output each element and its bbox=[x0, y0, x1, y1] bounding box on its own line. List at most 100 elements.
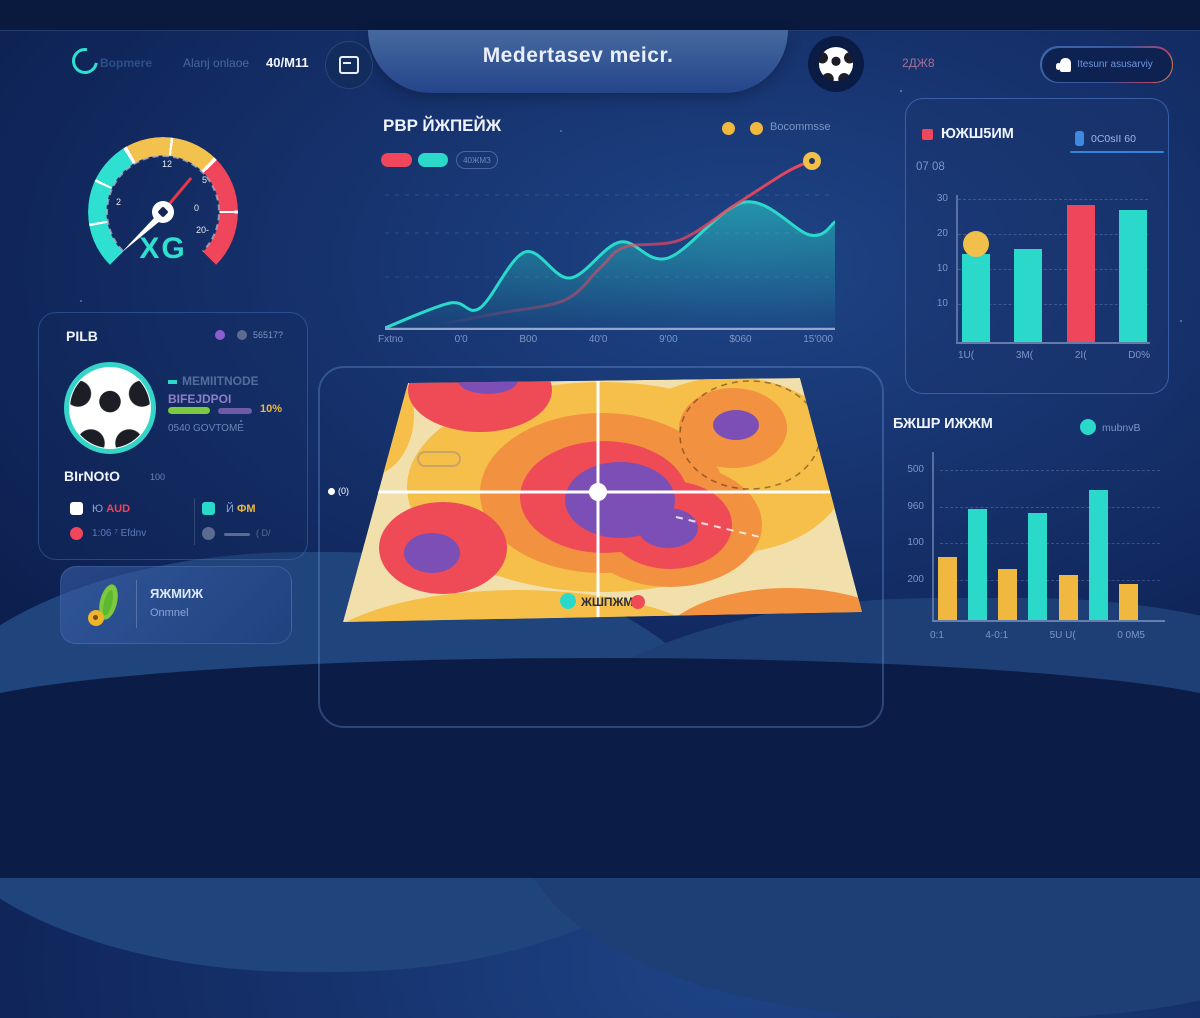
bar bbox=[998, 569, 1018, 620]
y-axis bbox=[932, 452, 934, 620]
line-chart-x-axis: Fxtno 0'0 B00 40'0 9'00 $060 15'000 bbox=[378, 334, 833, 345]
tab-icon bbox=[1075, 131, 1084, 146]
series-pill-red[interactable] bbox=[381, 153, 412, 167]
y-axis bbox=[956, 195, 958, 342]
legend-swatch-teal bbox=[202, 502, 215, 515]
title-bullet-icon bbox=[922, 129, 933, 140]
axis-label: 0'0 bbox=[454, 334, 468, 345]
series-pill-outline[interactable]: 40ЖМЗ bbox=[456, 151, 498, 169]
legend-item: 1:06 ⁷ Efdnv bbox=[92, 528, 147, 539]
axis-label: 15'000 bbox=[803, 334, 833, 345]
axis-label: Fxtno bbox=[378, 334, 404, 345]
teal-line-series bbox=[385, 200, 835, 330]
y-tick: 200 bbox=[907, 574, 924, 585]
legend-divider bbox=[194, 498, 195, 545]
line-chart-legend: Bocommsse bbox=[770, 121, 831, 133]
heatmap-legend-dot-red bbox=[631, 595, 645, 609]
bar bbox=[1066, 205, 1095, 342]
panel-dots-label: 56517? bbox=[253, 330, 284, 340]
soccer-ball-badge[interactable] bbox=[808, 36, 864, 92]
soccer-ball-icon bbox=[70, 368, 150, 448]
x-axis bbox=[932, 620, 1165, 622]
y-tick: 10 bbox=[936, 298, 948, 309]
y-tick: 960 bbox=[907, 501, 924, 512]
purple-dot-icon bbox=[215, 330, 225, 340]
line-chart-title: PBP ЙЖПЕЙЖ bbox=[383, 116, 502, 135]
axis-label: 2I( bbox=[1074, 350, 1087, 361]
header-cta-button[interactable]: Itesunr asusarviy bbox=[1040, 46, 1173, 83]
chart-tab[interactable]: 0C0sII 60 bbox=[1091, 133, 1136, 145]
bar-chart1-subtitle: 07 08 bbox=[916, 161, 945, 173]
pitch-heatmap[interactable]: ЖШПЖМ bbox=[338, 373, 873, 653]
app-logo-icon[interactable] bbox=[66, 42, 104, 80]
axis-label: 5U U( bbox=[1049, 630, 1076, 641]
legend-swatch-white bbox=[70, 502, 83, 515]
axis-label: 1U( bbox=[958, 350, 975, 361]
cta-card-subtitle: Onmnel bbox=[150, 607, 189, 619]
gauge-hub bbox=[152, 201, 174, 223]
heatmap-legend-label: ЖШПЖМ bbox=[580, 595, 633, 609]
stat-subtext: 0540 GOVTOME bbox=[168, 423, 244, 434]
gauge-tick-label: 20- bbox=[196, 225, 210, 235]
gray-dot-icon bbox=[237, 330, 247, 340]
soccer-ball-icon bbox=[819, 47, 853, 81]
bar bbox=[1118, 210, 1147, 342]
gauge-tick-label: 0 bbox=[194, 203, 200, 213]
line-chart bbox=[385, 152, 835, 330]
gauge-label: XG bbox=[139, 232, 187, 265]
bar-marker-dot bbox=[963, 231, 989, 257]
nav-item-2[interactable]: Alanj onlaoe bbox=[183, 56, 250, 70]
bar bbox=[1088, 490, 1108, 620]
bar-chart2-title: БЖШP ИЖЖМ bbox=[893, 416, 993, 432]
cta-divider bbox=[136, 580, 137, 628]
x-axis bbox=[956, 342, 1150, 344]
legend-dash-line bbox=[224, 533, 250, 536]
legend-dot bbox=[750, 122, 763, 135]
legend-item: ( D/ bbox=[256, 528, 271, 538]
header-band bbox=[368, 30, 788, 93]
calendar-badge[interactable] bbox=[325, 41, 373, 89]
legend-dot-teal bbox=[1080, 419, 1096, 435]
gauge-tick-label: 12 bbox=[162, 159, 173, 169]
axis-label: 4-0:1 bbox=[985, 630, 1009, 641]
bar bbox=[1014, 249, 1043, 342]
bar bbox=[962, 254, 990, 342]
axis-label: 3M( bbox=[1015, 350, 1034, 361]
gauge-tick-label: 2 bbox=[116, 197, 122, 207]
axis-label: 0 0M5 bbox=[1117, 630, 1145, 641]
series-pill-teal[interactable] bbox=[418, 153, 448, 167]
legend-item: Ю AUD bbox=[92, 503, 131, 515]
dot-icon bbox=[328, 487, 335, 495]
nav-item-1[interactable]: Bopmere bbox=[100, 56, 153, 70]
legend-dot bbox=[722, 122, 735, 135]
bar bbox=[968, 509, 988, 620]
panel-title: PILB bbox=[66, 328, 98, 344]
y-tick: 500 bbox=[907, 464, 924, 475]
heatmap-legend-dot-teal bbox=[560, 593, 576, 609]
page-title: Medertasev meicr. bbox=[482, 44, 674, 67]
xg-gauge: 2 12 5 0 20- bbox=[88, 137, 238, 287]
cta-card-title: ЯЖМИЖ bbox=[150, 586, 204, 601]
bar-chart1-title: ЮЖШ5ИМ bbox=[941, 126, 1014, 142]
red-line-series bbox=[428, 160, 810, 328]
top-strip bbox=[0, 0, 1200, 31]
bar bbox=[938, 557, 957, 620]
stat-percentage: 10% bbox=[260, 403, 283, 415]
bar bbox=[1118, 584, 1138, 620]
y-tick: 20 bbox=[936, 228, 948, 239]
bar-chart2-x-axis: 0:1 4-0:1 5U U(0 0M5 bbox=[930, 630, 1145, 641]
line-end-marker-dot bbox=[809, 158, 815, 164]
bar bbox=[1028, 513, 1048, 620]
player-avatar[interactable] bbox=[64, 362, 156, 454]
heatmap-side-label: (0) bbox=[328, 486, 349, 496]
axis-label: B00 bbox=[519, 334, 538, 345]
legend-swatch-red bbox=[70, 527, 83, 540]
nav-item-3[interactable]: 40/M11 bbox=[266, 55, 309, 70]
teal-area-series bbox=[385, 201, 835, 330]
axis-label: 9'00 bbox=[659, 334, 678, 345]
stat-line-2: BIFEJDPOI bbox=[168, 392, 232, 406]
bar-chart2-bars bbox=[938, 455, 1138, 620]
gauge-tick-label: 5 bbox=[202, 175, 208, 185]
bar bbox=[1058, 575, 1078, 620]
progress-bar-purple bbox=[218, 408, 252, 414]
